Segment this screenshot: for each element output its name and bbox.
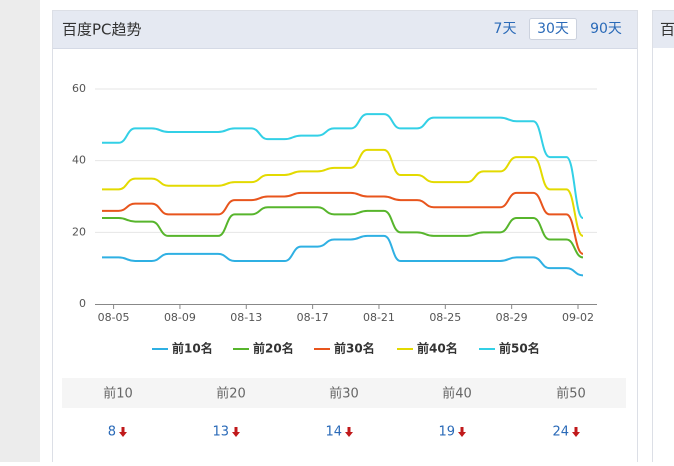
tab[interactable]: 30天 [537, 21, 569, 37]
table-value: 8 [108, 425, 116, 440]
table-header: 前50 [556, 386, 586, 402]
panel-title: 百度PC趋势 [62, 21, 142, 39]
x-tick-label: 09-02 [562, 311, 594, 324]
legend-label: 前40名 [417, 341, 458, 356]
tab[interactable]: 7天 [494, 21, 517, 37]
x-tick-label: 08-25 [429, 311, 461, 324]
left-strip [0, 0, 40, 462]
y-tick-label: 60 [72, 82, 86, 95]
table-header: 前20 [216, 386, 246, 402]
table-value: 19 [438, 425, 455, 440]
legend-label: 前10名 [172, 341, 213, 356]
table-value: 24 [552, 425, 569, 440]
x-tick-label: 08-05 [98, 311, 130, 324]
legend-label: 前30名 [334, 341, 375, 356]
x-tick-label: 08-21 [363, 311, 395, 324]
legend-label: 前20名 [253, 341, 294, 356]
x-tick-label: 08-29 [496, 311, 528, 324]
x-tick-label: 08-17 [297, 311, 329, 324]
y-tick-label: 20 [72, 225, 86, 238]
legend-label: 前50名 [499, 341, 540, 356]
side-panel-title: 百 [660, 21, 674, 39]
x-tick-label: 08-13 [230, 311, 262, 324]
table-header: 前30 [329, 386, 359, 402]
y-tick-label: 0 [79, 297, 86, 310]
y-tick-label: 40 [72, 154, 86, 167]
x-tick-label: 08-09 [164, 311, 196, 324]
table-value: 13 [212, 425, 229, 440]
table-header: 前40 [442, 386, 472, 402]
tab[interactable]: 90天 [590, 21, 622, 37]
side-panel [653, 11, 674, 463]
table-header: 前10 [103, 386, 133, 402]
table-value: 14 [325, 425, 342, 440]
